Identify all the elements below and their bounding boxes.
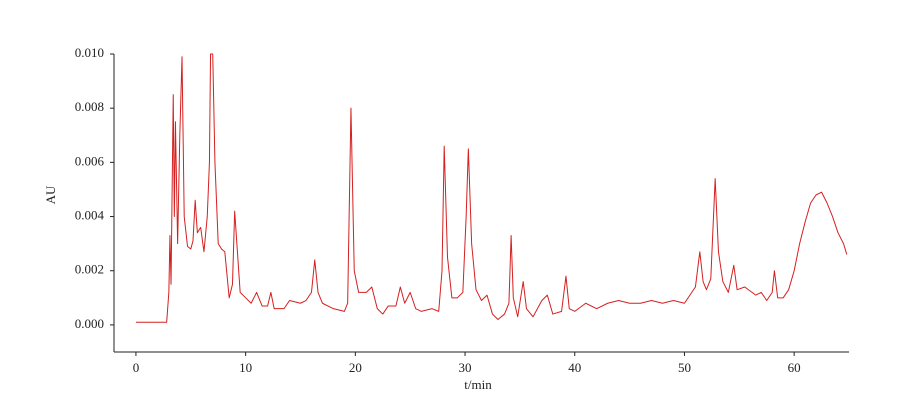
y-axis-label: AU: [43, 185, 58, 204]
x-tick-label: 40: [568, 360, 581, 375]
y-tick-label: 0.002: [75, 262, 104, 277]
x-tick-label: 60: [788, 360, 801, 375]
x-tick-label: 0: [133, 360, 140, 375]
x-axis-label: t/min: [464, 377, 492, 392]
trace: [135, 53, 848, 323]
y-tick-label: 0.010: [75, 45, 104, 60]
y-tick-label: 0.008: [75, 99, 104, 114]
y-tick-label: 0.004: [75, 208, 105, 223]
x-tick-label: 50: [678, 360, 691, 375]
x-tick-label: 10: [239, 360, 252, 375]
y-tick-label: 0.006: [75, 153, 105, 168]
x-tick-label: 20: [349, 360, 362, 375]
y-tick-label: 0.000: [75, 316, 104, 331]
x-tick-label: 30: [459, 360, 472, 375]
